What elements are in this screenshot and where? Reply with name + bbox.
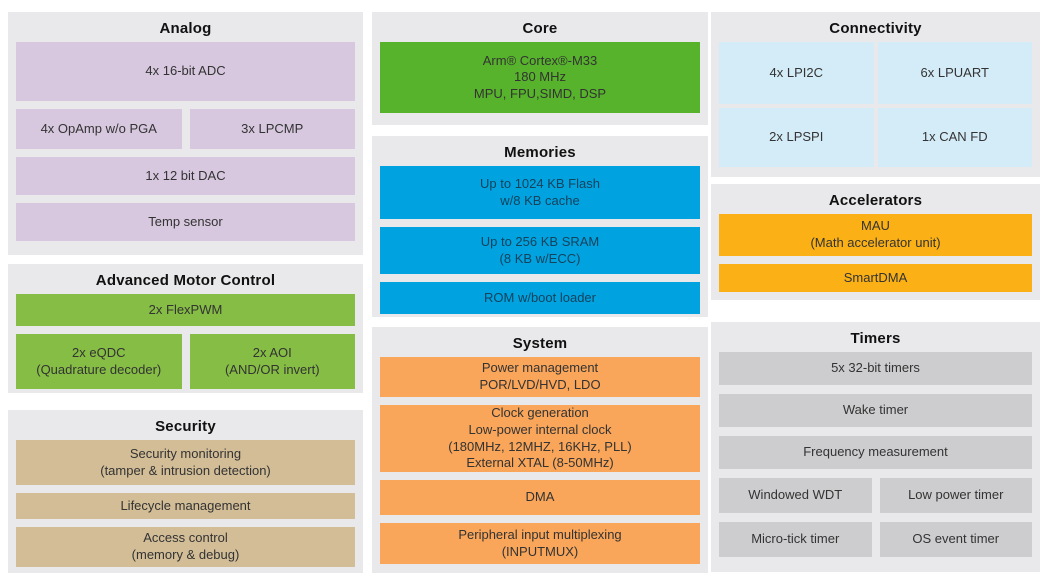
connectivity-title: Connectivity: [829, 20, 922, 37]
advanced-motor-control-title: Advanced Motor Control: [95, 272, 276, 289]
dac-block: 1x 12 bit DAC: [16, 157, 355, 195]
temp-sensor-label: Temp sensor: [148, 213, 223, 229]
dma-label: DMA: [525, 489, 555, 505]
accelerators-title: Accelerators: [828, 192, 923, 209]
timers-panel: Timers 5x 32-bit timers Wake timer Frequ…: [711, 322, 1040, 572]
inputmux-line1: Peripheral input multiplexing: [458, 526, 622, 542]
advanced-motor-control-panel: Advanced Motor Control 2x FlexPWM 2x eQD…: [8, 264, 363, 393]
adc-block: 4x 16-bit ADC: [16, 42, 355, 101]
access-control-block: Access control (memory & debug): [16, 527, 355, 567]
cortex-m33-line1: Arm® Cortex®-M33: [482, 52, 598, 68]
security-panel: Security Security monitoring (tamper & i…: [8, 410, 363, 573]
lpcmp-label: 3x LPCMP: [241, 120, 304, 136]
security-title: Security: [155, 418, 216, 435]
dac-label: 1x 12 bit DAC: [145, 167, 226, 183]
timers-title: Timers: [850, 330, 901, 347]
core-title: Core: [522, 20, 558, 37]
lpspi-block: 2x LPSPI: [719, 108, 874, 167]
canfd-block: 1x CAN FD: [877, 108, 1032, 167]
flash-block: Up to 1024 KB Flash w/8 KB cache: [380, 166, 700, 219]
flexpwm-label: 2x FlexPWM: [148, 301, 223, 317]
clock-generation-line2: Low-power internal clock: [468, 421, 612, 437]
memories-title: Memories: [504, 144, 576, 161]
eqdc-block: 2x eQDC (Quadrature decoder): [16, 334, 182, 389]
power-management-line1: Power management: [481, 360, 599, 376]
lifecycle-management-label: Lifecycle management: [120, 497, 251, 513]
security-monitoring-block: Security monitoring (tamper & intrusion …: [16, 440, 355, 485]
micro-tick-timer-block: Micro-tick timer: [719, 522, 872, 557]
connectivity-panel: Connectivity 4x LPI2C 6x LPUART 2x LPSPI…: [711, 12, 1040, 177]
security-monitoring-line2: (tamper & intrusion detection): [100, 462, 271, 478]
os-event-timer-label: OS event timer: [912, 531, 1000, 547]
memories-panel: Memories Up to 1024 KB Flash w/8 KB cach…: [372, 136, 708, 317]
frequency-measurement-label: Frequency measurement: [803, 444, 948, 460]
canfd-label: 1x CAN FD: [921, 129, 988, 145]
lpuart-block: 6x LPUART: [877, 42, 1032, 104]
lpuart-label: 6x LPUART: [920, 64, 989, 80]
mau-line1: MAU: [861, 218, 890, 234]
sram-block: Up to 256 KB SRAM (8 KB w/ECC): [380, 227, 700, 274]
micro-tick-timer-label: Micro-tick timer: [751, 531, 840, 547]
lpi2c-label: 4x LPI2C: [769, 64, 823, 80]
low-power-timer-block: Low power timer: [879, 478, 1032, 513]
lpcmp-block: 3x LPCMP: [189, 109, 355, 149]
wake-timer-block: Wake timer: [719, 394, 1032, 427]
cortex-m33-line2: 180 MHz: [513, 69, 567, 85]
mau-line2: (Math accelerator unit): [810, 235, 941, 250]
cortex-m33-line3: MPU, FPU,SIMD, DSP: [473, 85, 607, 101]
clock-generation-line4: External XTAL (8-50MHz): [466, 455, 614, 471]
analog-panel: Analog 4x 16-bit ADC 4x OpAmp w/o PGA 3x…: [8, 12, 363, 255]
rom-label: ROM w/boot loader: [484, 289, 596, 305]
aoi-label-line2: (AND/OR invert): [224, 361, 320, 377]
32bit-timers-label: 5x 32-bit timers: [831, 360, 920, 376]
smartdma-label: SmartDMA: [843, 269, 908, 285]
smartdma-block: SmartDMA: [719, 264, 1032, 292]
flash-line1: Up to 1024 KB Flash: [480, 175, 600, 191]
windowed-wdt-block: Windowed WDT: [719, 478, 872, 513]
wake-timer-label: Wake timer: [842, 402, 909, 418]
system-panel: System Power management POR/LVD/HVD, LDO…: [372, 327, 708, 573]
lpspi-label: 2x LPSPI: [769, 129, 824, 145]
aoi-block: 2x AOI (AND/OR invert): [189, 334, 355, 389]
low-power-timer-label: Low power timer: [908, 487, 1004, 503]
system-title: System: [512, 335, 568, 352]
opamp-block: 4x OpAmp w/o PGA: [16, 109, 182, 149]
access-control-line1: Access control: [143, 530, 228, 546]
sram-line2: (8 KB w/ECC): [499, 250, 581, 266]
analog-title: Analog: [159, 20, 212, 37]
lifecycle-management-block: Lifecycle management: [16, 493, 355, 519]
clock-generation-block: Clock generation Low-power internal cloc…: [380, 405, 700, 472]
flash-line2: w/8 KB cache: [500, 192, 580, 208]
rom-block: ROM w/boot loader: [380, 282, 700, 314]
power-management-block: Power management POR/LVD/HVD, LDO: [380, 357, 700, 397]
opamp-label: 4x OpAmp w/o PGA: [40, 120, 157, 136]
lpi2c-block: 4x LPI2C: [719, 42, 874, 104]
32bit-timers-block: 5x 32-bit timers: [719, 352, 1032, 385]
inputmux-line2: (INPUTMUX): [501, 543, 579, 559]
sram-line1: Up to 256 KB SRAM: [480, 233, 600, 249]
windowed-wdt-label: Windowed WDT: [748, 487, 843, 503]
eqdc-label-line1: 2x eQDC: [72, 344, 126, 360]
inputmux-block: Peripheral input multiplexing (INPUTMUX): [380, 523, 700, 564]
cortex-m33-block: Arm® Cortex®-M33 180 MHz MPU, FPU,SIMD, …: [380, 42, 700, 113]
adc-label: 4x 16-bit ADC: [145, 63, 226, 79]
core-panel: Core Arm® Cortex®-M33 180 MHz MPU, FPU,S…: [372, 12, 708, 125]
mau-block: MAU (Math accelerator unit): [719, 214, 1032, 256]
flexpwm-block: 2x FlexPWM: [16, 294, 355, 326]
os-event-timer-block: OS event timer: [879, 522, 1032, 557]
clock-generation-line1: Clock generation: [491, 405, 589, 421]
temp-sensor-block: Temp sensor: [16, 203, 355, 241]
dma-block: DMA: [380, 480, 700, 515]
aoi-label-line1: 2x AOI: [252, 344, 292, 360]
frequency-measurement-block: Frequency measurement: [719, 436, 1032, 469]
power-management-line2: POR/LVD/HVD, LDO: [479, 377, 601, 392]
clock-generation-line3: (180MHz, 12MHZ, 16KHz, PLL): [448, 438, 632, 454]
accelerators-panel: Accelerators MAU (Math accelerator unit)…: [711, 184, 1040, 300]
security-monitoring-line1: Security monitoring: [129, 445, 242, 461]
access-control-line2: (memory & debug): [131, 547, 240, 562]
eqdc-label-line2: (Quadrature decoder): [36, 361, 162, 377]
